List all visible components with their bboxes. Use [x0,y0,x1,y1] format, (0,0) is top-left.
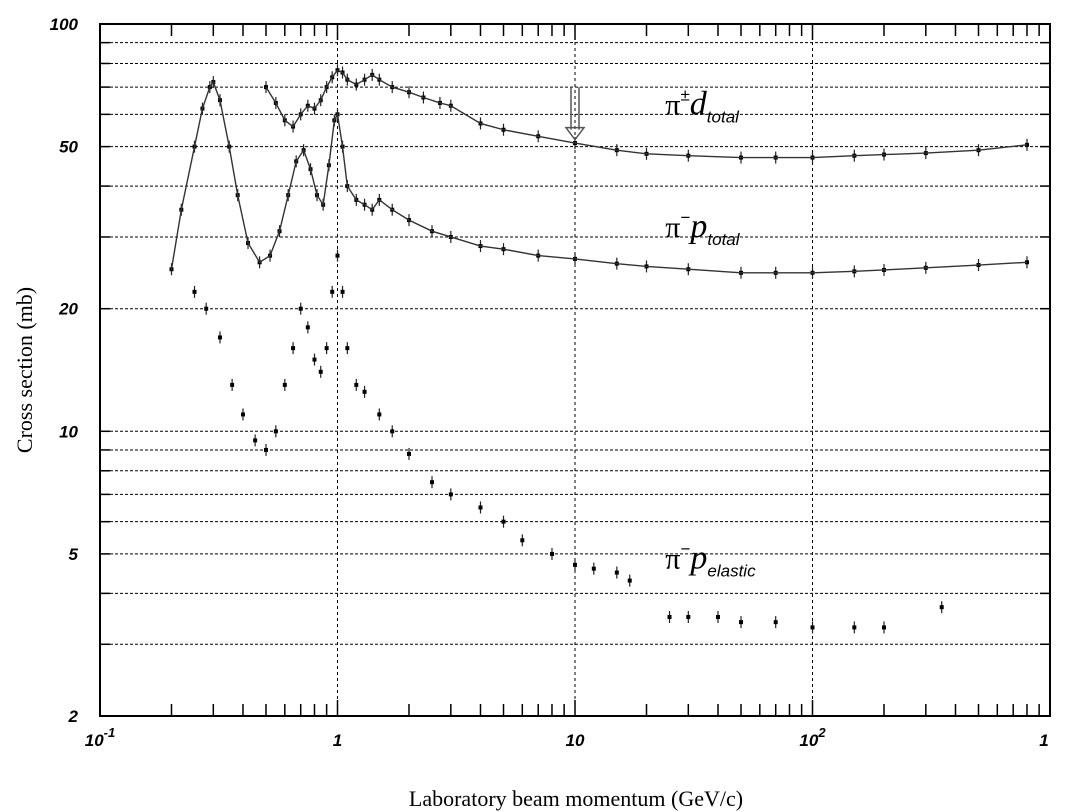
data-point [335,253,340,258]
data-point [667,615,672,620]
data-point [318,369,323,374]
data-point [240,412,245,417]
series [169,64,1029,634]
data-point [330,289,335,294]
data-point [810,625,815,630]
data-point [939,605,944,610]
series-label-pid: π±dtotal [665,85,740,126]
data-point [298,306,303,311]
data-point [520,538,525,543]
series-line [170,80,1028,274]
data-point [253,438,258,443]
annotations [564,87,586,141]
data-point [217,335,222,340]
series-labels: π±dtotal π−ptotal π−pelastic [665,85,756,580]
data-point [573,562,577,567]
data-point [739,620,744,625]
series-line [265,69,1028,159]
data-point [354,382,359,387]
y-tick-label: 10 [59,422,78,441]
data-point [881,625,886,630]
x-axis-title: Laboratory beam momentum (GeV/c) [409,786,743,811]
series-label-pim_elastic: π−pelastic [665,540,756,581]
data-point [291,346,296,351]
data-point [192,289,197,294]
series-pim_total [169,76,1029,279]
data-point [549,551,554,556]
data-point [264,447,269,452]
tick-labels: 100 50 20 10 5 2 10-1 1 10 102 1 [50,15,1049,750]
data-point [312,357,317,362]
data-point [686,615,691,620]
series-pim_elastic [192,249,944,634]
data-point [448,492,453,497]
data-point [230,382,235,387]
y-tick-label: 100 [50,15,79,34]
data-point [614,570,619,575]
grid [100,24,1050,716]
arrow-head [564,126,586,141]
y-tick-label: 5 [69,545,79,564]
data-point [390,429,395,434]
axis-ticks [99,24,1050,716]
series-label-pim_total: π−ptotal [665,208,740,249]
data-point [478,505,483,510]
data-point [204,306,209,311]
x-tick-label: 10 [566,731,585,750]
data-point [627,578,632,583]
data-point [430,480,435,485]
x-tick-label: 10-1 [85,725,115,750]
data-point [501,519,506,524]
y-axis-title: Cross section (mb) [12,287,37,453]
data-point [773,620,778,625]
y-tick-label: 50 [59,138,78,157]
x-tick-label: 102 [799,725,826,750]
data-point [324,346,329,351]
data-point [406,451,411,456]
data-point [282,382,287,387]
data-point [715,615,720,620]
data-point [377,412,382,417]
data-point [273,429,278,434]
data-point [340,289,345,294]
y-tick-label: 2 [68,707,79,726]
data-point [591,566,596,571]
data-point [345,346,350,351]
y-tick-label: 20 [58,300,78,319]
x-tick-label: 1 [333,731,342,750]
data-point [362,389,367,394]
data-point [305,325,310,330]
series-pid [264,64,1029,164]
arrow-annotation [564,87,586,141]
data-point [852,625,857,630]
x-tick-label: 1 [1039,731,1048,750]
